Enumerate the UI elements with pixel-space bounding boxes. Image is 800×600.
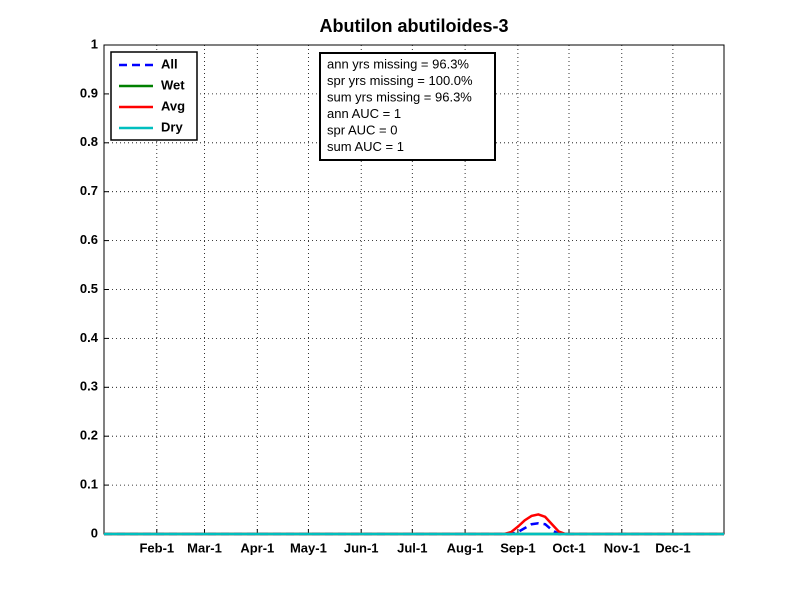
x-tick-label: Dec-1 (655, 540, 690, 555)
annotation: ann AUC = 1 (327, 106, 401, 121)
x-tick-label: Sep-1 (500, 540, 535, 555)
y-tick-label: 0.2 (80, 428, 98, 443)
y-tick-label: 0.4 (80, 330, 99, 345)
legend-box (110, 51, 198, 141)
annotation: sum AUC = 1 (327, 139, 404, 154)
legend-label: Wet (161, 77, 185, 92)
x-tick-label: Jul-1 (397, 540, 427, 555)
series-line (104, 513, 724, 536)
y-tick-label: 0.9 (80, 85, 98, 100)
x-tick-label: Apr-1 (240, 540, 274, 555)
annotation: sum yrs missing = 96.3% (327, 89, 472, 104)
y-tick-label: 0.6 (80, 232, 98, 247)
y-tick-label: 1 (91, 36, 98, 51)
annotation: ann yrs missing = 96.3% (327, 56, 469, 71)
x-tick-label: Oct-1 (552, 540, 585, 555)
y-tick-label: 0.1 (80, 477, 98, 492)
x-tick-label: Aug-1 (447, 540, 484, 555)
x-tick-label: Feb-1 (139, 540, 174, 555)
y-tick-label: 0.5 (80, 281, 98, 296)
y-tick-label: 0.3 (80, 379, 98, 394)
chart-title: Abutilon abutiloides-3 (320, 16, 509, 36)
legend-label: Dry (161, 119, 183, 134)
annotation: spr AUC = 0 (327, 122, 397, 137)
x-tick-label: Jun-1 (344, 540, 379, 555)
legend-label: All (161, 56, 178, 71)
x-tick-label: Nov-1 (604, 540, 640, 555)
annotation-box (319, 52, 496, 161)
annotation: spr yrs missing = 100.0% (327, 73, 473, 88)
legend-label: Avg (161, 98, 185, 113)
x-tick-label: Mar-1 (187, 540, 222, 555)
y-tick-label: 0.8 (80, 134, 98, 149)
x-tick-label: May-1 (290, 540, 327, 555)
y-tick-label: 0 (91, 525, 98, 540)
y-tick-label: 0.7 (80, 183, 98, 198)
